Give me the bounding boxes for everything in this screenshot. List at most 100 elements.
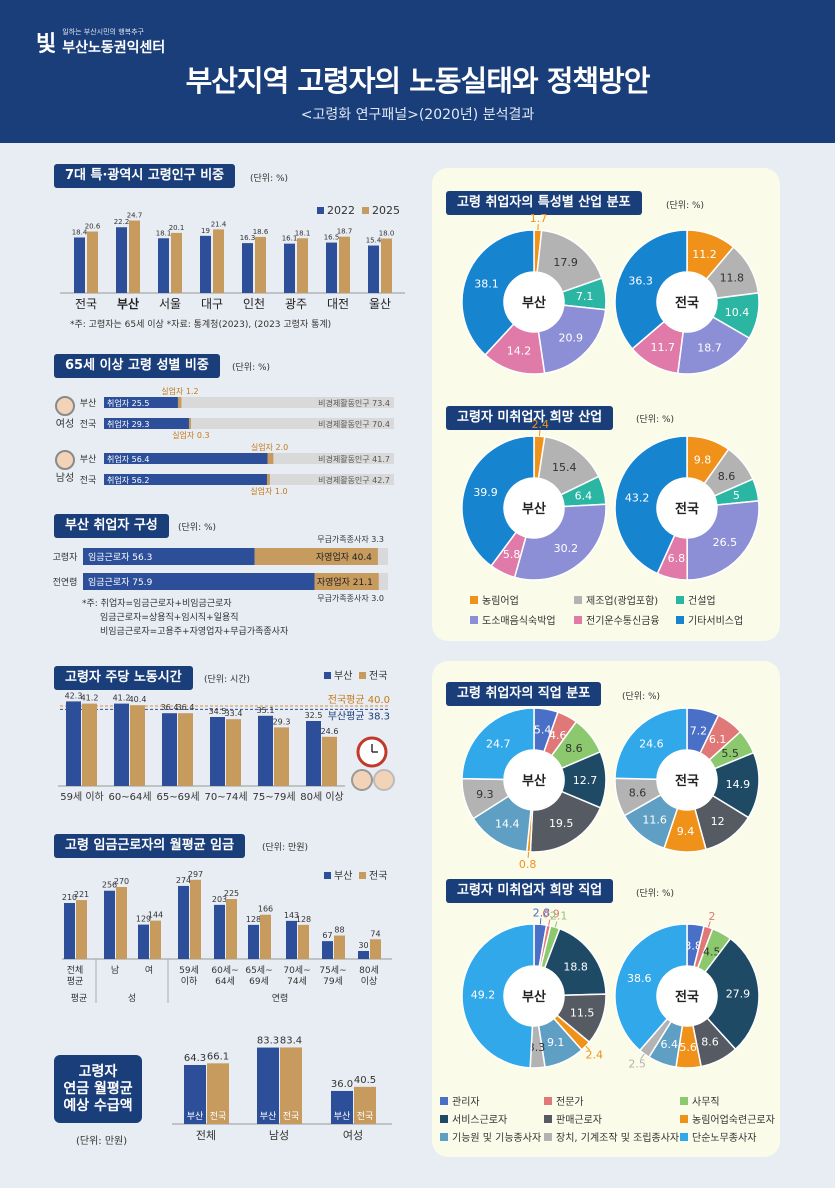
bar-wage-전국-75세~79세 (334, 935, 345, 959)
hope-occupation-busan-slice-3 (543, 927, 607, 996)
hope-industry-national-value-0: 9.8 (694, 453, 712, 466)
x-tick-대구: 대구 (201, 297, 223, 311)
hope-occupation-busan-slice-8 (461, 923, 535, 1069)
data-label-pension-전국-여성: 40.5 (354, 1075, 376, 1086)
industry-national-center-label: 전국 (675, 295, 699, 311)
section-title-gender: 65세 이상 고령 성별 비중 (54, 354, 220, 378)
bar-pension-전국-여성 (354, 1086, 376, 1124)
industry-busan-slice-5 (461, 229, 535, 356)
x-tick-wage-80세 이상: 80세 (359, 965, 379, 976)
occupation-busan-value-7: 9.3 (476, 788, 494, 801)
bar-pension-부산-전체 (184, 1064, 206, 1124)
legend-label-national-hours: 전국 (369, 670, 387, 682)
section-title-hope-occupation: 고령자 미취업자 희망 직업 (446, 879, 614, 903)
bar-wage-전국-전체평균 (76, 900, 87, 959)
occupation-busan-value-0: 5.4 (534, 724, 552, 737)
occupation-busan-value-4: 19.5 (549, 817, 574, 830)
occupation-busan-value-2: 8.6 (565, 742, 583, 755)
data-label-pension-부산-전체: 64.3 (184, 1053, 206, 1064)
unit-industry: (단위: %) (666, 201, 705, 211)
data-label-wage-전국-60세~64세: 225 (224, 889, 239, 898)
hope-occupation-busan-leader-1 (548, 919, 551, 926)
inbar-label-pension-전국-전체: 전국 (210, 1111, 227, 1122)
bar-hours-부산-70~74세 (210, 717, 225, 786)
x-tick-광주: 광주 (285, 297, 307, 311)
legend-label: 제조업(광업포함) (586, 596, 659, 607)
data-label-hours-전국-59세 이하: 41.2 (81, 694, 99, 703)
x-tick-hours-80세 이상: 80세 이상 (300, 791, 344, 803)
legend-swatch (574, 595, 582, 604)
bar-employed-1 (104, 418, 189, 429)
male-avatar-icon (55, 450, 75, 470)
data-label-hours-부산-70~74세: 34.5 (209, 707, 227, 716)
hope-industry-national-slice-5 (614, 435, 688, 575)
bar-hours-전국-59세 이하 (82, 703, 97, 786)
occupation-national-value-3: 14.9 (726, 778, 751, 791)
bar-inactive-1 (104, 418, 394, 429)
data-label-wage-부산-70세~74세: 143 (284, 911, 299, 920)
elderly-person-icon (351, 769, 373, 791)
legend-swatch (544, 1114, 552, 1123)
elderly-person-icon (373, 769, 395, 791)
bar-self-0 (254, 548, 378, 565)
industry-national-value-0: 11.2 (692, 248, 717, 261)
bar-wage-부산-70세~74세 (286, 920, 297, 959)
data-label-2025-광주: 18.1 (295, 229, 311, 237)
bar-self-1 (314, 573, 379, 590)
label-inactive-2: 비경제활동인구 41.7 (318, 454, 390, 464)
data-label-2022-울산: 15.4 (366, 237, 382, 245)
data-label-pension-전국-전체: 66.1 (207, 1051, 229, 1062)
male-label: 남성 (56, 472, 74, 484)
bar-2022-울산 (368, 245, 379, 293)
label-employed-2: 취업자 56.4 (107, 455, 149, 464)
hope-industry-national-slice-3 (686, 500, 760, 581)
hope-occupation-national-value-4: 8.6 (701, 1036, 719, 1049)
data-label-2022-대전: 16.5 (324, 234, 340, 242)
bar-2025-대구 (213, 229, 224, 293)
note-employment-3: 비임금근로자=고용주+자영업자+무급가족종사자 (100, 627, 289, 637)
hope-occupation-national-value-5: 5.6 (679, 1041, 697, 1054)
data-label-2025-부산: 24.7 (127, 212, 143, 220)
row-region-1: 전국 (80, 419, 97, 430)
female-label: 여성 (56, 418, 74, 430)
inbar-label-pension-전국-남성: 전국 (283, 1111, 300, 1122)
data-label-2022-인천: 16.3 (240, 234, 256, 242)
x-tick-pension-여성: 여성 (343, 1129, 363, 1142)
bar-2022-인천 (242, 243, 253, 293)
legend-swatch-national-hours (359, 672, 366, 679)
unit-hours: (단위: 시간) (204, 675, 251, 685)
legend-swatch (440, 1132, 448, 1141)
legend-industry-5: 기타서비스업 (676, 612, 743, 627)
unit-wage: (단위: 만원) (262, 843, 309, 853)
occupation-national-value-5: 9.4 (677, 825, 695, 838)
data-label-wage-부산-남: 256 (102, 881, 117, 890)
occupation-national-value-7: 8.6 (629, 786, 647, 799)
row-region-3: 전국 (80, 475, 97, 486)
legend-label-busan-wage: 부산 (334, 870, 352, 882)
bar-wage-0 (83, 548, 255, 565)
unit-hope-occupation: (단위: %) (636, 889, 675, 899)
unit-gender: (단위: %) (232, 363, 271, 373)
hope-occupation-busan-leader-0 (539, 918, 542, 925)
bar-hours-전국-60~64세 (130, 705, 145, 786)
occupation-national-value-8: 24.6 (639, 738, 664, 751)
bar-unemployed-1 (188, 418, 191, 429)
x-tick-울산: 울산 (369, 297, 391, 311)
bar-wage-1 (83, 573, 315, 590)
occupation-busan-slice-8 (461, 707, 535, 781)
bar-unemployed-0 (177, 397, 182, 408)
legend-label: 농림어업숙련근로자 (692, 1115, 775, 1126)
occupation-national-value-0: 7.2 (690, 724, 708, 737)
industry-busan-slice-3 (537, 304, 607, 375)
occupation-national-value-4: 12 (711, 815, 725, 828)
industry-busan-value-2: 7.1 (576, 290, 594, 303)
section-title-pension: 고령자 연금 월평균 예상 수급액 (54, 1055, 142, 1123)
occupation-busan-center-label: 부산 (522, 773, 546, 789)
legend-label: 전기운수통신금융 (586, 616, 660, 627)
legend-occupation-3: 서비스근로자 (440, 1111, 507, 1126)
data-label-2022-광주: 16.1 (282, 235, 298, 243)
hope-industry-busan-value-4: 5.8 (503, 548, 521, 561)
bar-2022-전국 (74, 237, 85, 293)
bar-employed-0 (104, 397, 178, 408)
label-family-1: 무급가족종사자 3.0 (317, 594, 384, 603)
